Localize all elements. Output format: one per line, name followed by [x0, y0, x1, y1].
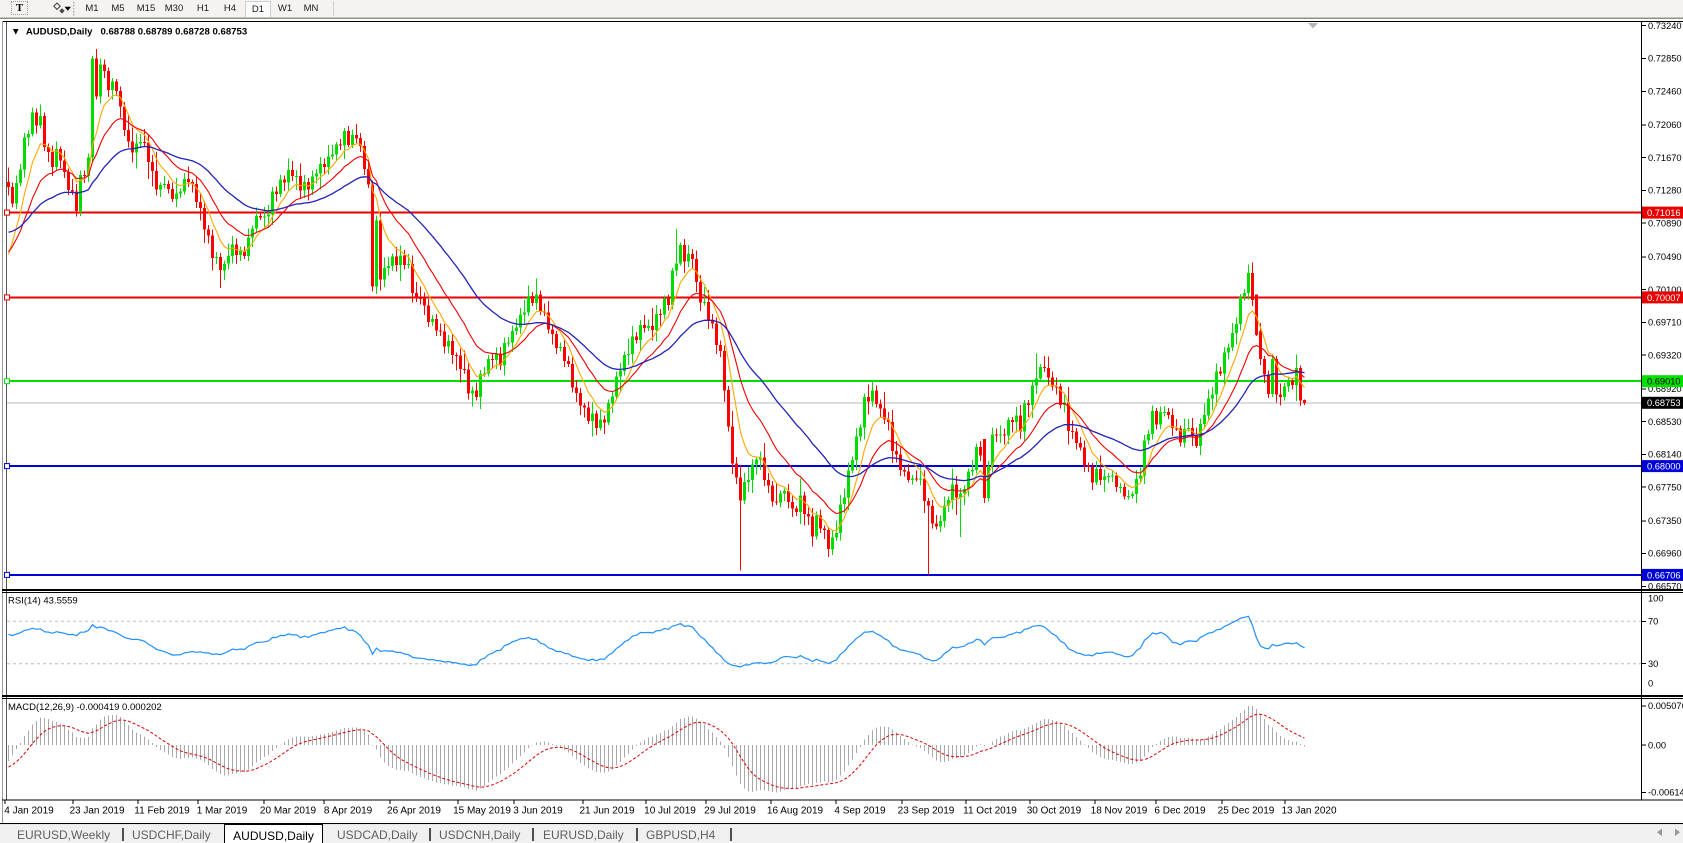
- svg-text:0.69710: 0.69710: [1648, 318, 1682, 328]
- svg-text:3 Jun 2019: 3 Jun 2019: [513, 806, 563, 817]
- svg-text:6 Dec 2019: 6 Dec 2019: [1154, 806, 1206, 817]
- svg-text:15 May 2019: 15 May 2019: [453, 806, 511, 817]
- svg-text:0.70490: 0.70490: [1648, 252, 1682, 262]
- svg-text:13 Jan 2020: 13 Jan 2020: [1281, 806, 1336, 817]
- svg-text:0.70890: 0.70890: [1648, 218, 1682, 228]
- svg-text:0.68920: 0.68920: [1648, 384, 1682, 394]
- svg-text:MACD(12,26,9) -0.000419 0.0002: MACD(12,26,9) -0.000419 0.000202: [8, 702, 162, 713]
- svg-text:23 Jan 2019: 23 Jan 2019: [69, 806, 124, 817]
- svg-text:0.68140: 0.68140: [1648, 450, 1682, 460]
- svg-text:0.005076: 0.005076: [1648, 701, 1683, 711]
- svg-text:0.69010: 0.69010: [1647, 377, 1681, 387]
- svg-text:0.68530: 0.68530: [1648, 417, 1682, 427]
- svg-text:10 Jul 2019: 10 Jul 2019: [644, 806, 696, 817]
- svg-text:▼ AUDUSD,Daily 0.68788 0.68: ▼ AUDUSD,Daily 0.68788 0.68789 0.68728 0…: [11, 27, 247, 38]
- svg-text:0.73240: 0.73240: [1648, 21, 1682, 31]
- svg-text:23 Sep 2019: 23 Sep 2019: [898, 806, 955, 817]
- svg-text:0: 0: [1648, 679, 1653, 689]
- svg-text:4 Jan 2019: 4 Jan 2019: [4, 806, 54, 817]
- svg-text:11 Feb 2019: 11 Feb 2019: [134, 806, 190, 817]
- svg-text:30: 30: [1648, 659, 1658, 669]
- svg-text:16 Aug 2019: 16 Aug 2019: [767, 806, 824, 817]
- svg-text:-0.006148: -0.006148: [1648, 788, 1683, 798]
- svg-text:0.67750: 0.67750: [1648, 482, 1682, 492]
- svg-text:0.66706: 0.66706: [1647, 570, 1681, 580]
- svg-text:70: 70: [1648, 617, 1658, 627]
- svg-text:26 Apr 2019: 26 Apr 2019: [387, 806, 441, 817]
- svg-text:18 Nov 2019: 18 Nov 2019: [1091, 806, 1148, 817]
- svg-text:0.72060: 0.72060: [1648, 120, 1682, 130]
- svg-text:0.72850: 0.72850: [1648, 54, 1682, 64]
- svg-text:11 Oct 2019: 11 Oct 2019: [963, 806, 1017, 817]
- svg-text:0.71670: 0.71670: [1648, 153, 1682, 163]
- svg-text:0.66960: 0.66960: [1648, 549, 1682, 559]
- svg-text:0.00: 0.00: [1648, 740, 1666, 750]
- svg-text:4 Sep 2019: 4 Sep 2019: [834, 806, 886, 817]
- svg-text:0.70100: 0.70100: [1648, 285, 1682, 295]
- svg-text:8 Apr 2019: 8 Apr 2019: [324, 806, 373, 817]
- svg-text:21 Jun 2019: 21 Jun 2019: [579, 806, 634, 817]
- svg-text:30 Oct 2019: 30 Oct 2019: [1027, 806, 1082, 817]
- svg-text:25 Dec 2019: 25 Dec 2019: [1218, 806, 1275, 817]
- svg-text:0.70007: 0.70007: [1647, 293, 1681, 303]
- svg-text:0.67350: 0.67350: [1648, 516, 1682, 526]
- svg-text:0.68753: 0.68753: [1647, 398, 1681, 408]
- svg-text:0.69320: 0.69320: [1648, 350, 1682, 360]
- svg-text:0.68000: 0.68000: [1647, 462, 1681, 472]
- svg-text:0.66570: 0.66570: [1648, 582, 1682, 592]
- svg-text:0.71280: 0.71280: [1648, 186, 1682, 196]
- svg-text:RSI(14) 43.5559: RSI(14) 43.5559: [8, 596, 78, 607]
- svg-text:0.72460: 0.72460: [1648, 87, 1682, 97]
- svg-text:1 Mar 2019: 1 Mar 2019: [197, 806, 248, 817]
- svg-text:20 Mar 2019: 20 Mar 2019: [260, 806, 317, 817]
- svg-text:29 Jul 2019: 29 Jul 2019: [704, 806, 756, 817]
- svg-text:100: 100: [1648, 594, 1664, 604]
- svg-text:0.71016: 0.71016: [1647, 208, 1681, 218]
